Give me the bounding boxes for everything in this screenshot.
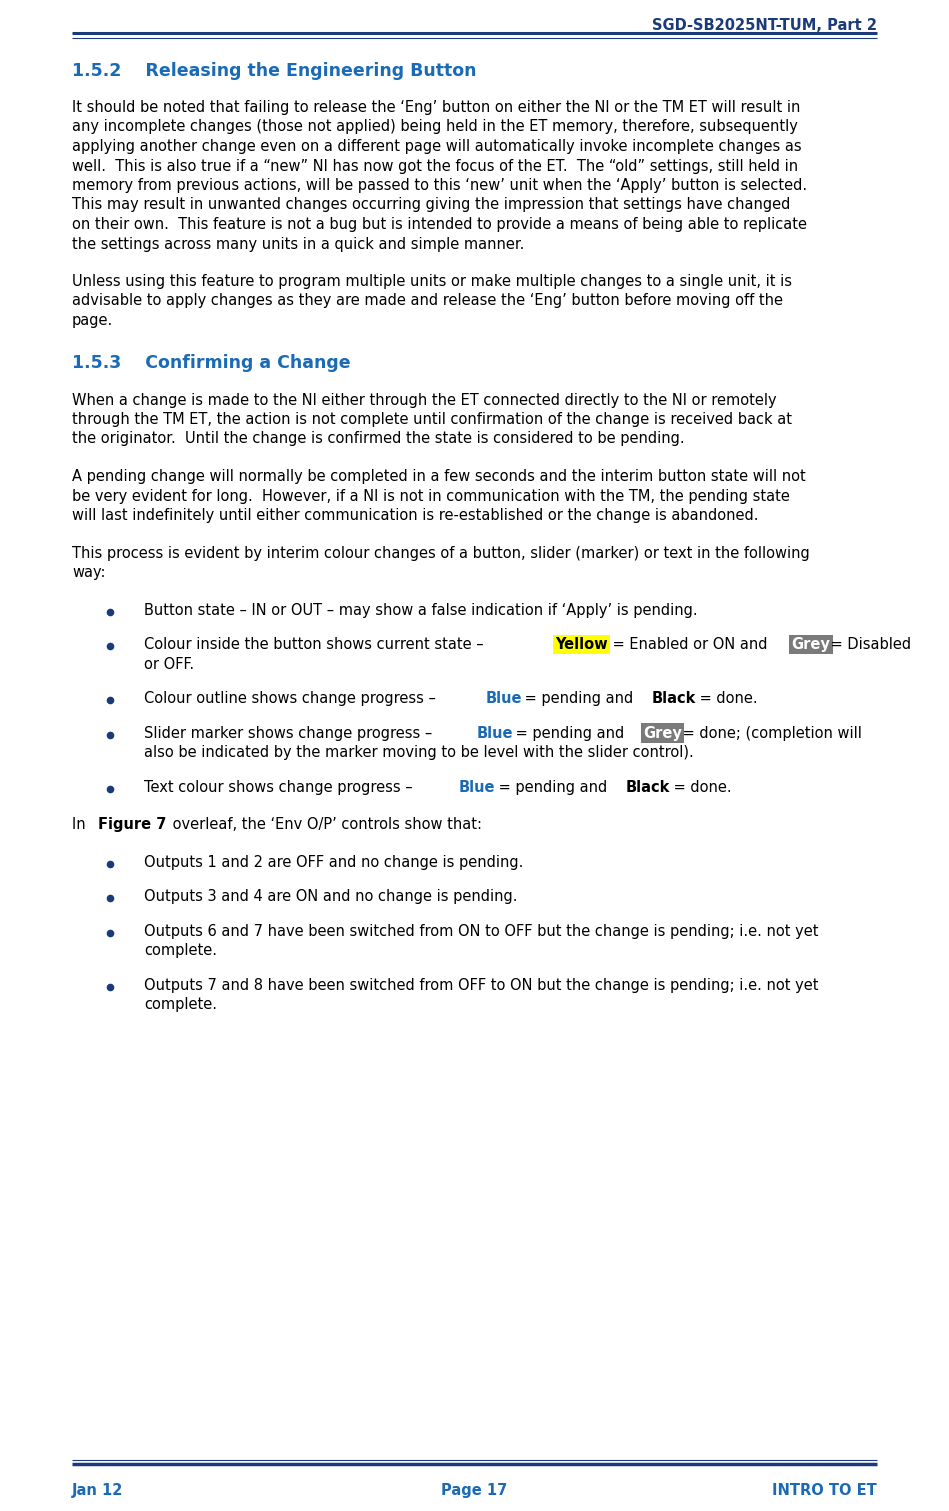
Text: In: In: [72, 817, 90, 833]
Text: This process is evident by interim colour changes of a button, slider (marker) o: This process is evident by interim colou…: [72, 545, 809, 561]
Text: Unless using this feature to program multiple units or make multiple changes to : Unless using this feature to program mul…: [72, 273, 792, 289]
Text: Outputs 3 and 4 are ON and no change is pending.: Outputs 3 and 4 are ON and no change is …: [144, 888, 517, 904]
Text: Slider marker shows change progress –: Slider marker shows change progress –: [144, 725, 437, 740]
Text: applying another change even on a different page will automatically invoke incom: applying another change even on a differ…: [72, 139, 802, 154]
Text: 1.5.3    Confirming a Change: 1.5.3 Confirming a Change: [72, 355, 350, 373]
Text: will last indefinitely until either communication is re-established or the chang: will last indefinitely until either comm…: [72, 508, 758, 523]
Text: through the TM ET, the action is not complete until confirmation of the change i: through the TM ET, the action is not com…: [72, 413, 792, 428]
Text: Blue: Blue: [459, 780, 495, 795]
Text: Figure 7: Figure 7: [99, 817, 167, 833]
Text: complete.: complete.: [144, 997, 217, 1012]
Text: = done.: = done.: [696, 691, 758, 706]
Text: A pending change will normally be completed in a few seconds and the interim but: A pending change will normally be comple…: [72, 468, 806, 484]
Text: Black: Black: [625, 780, 670, 795]
Text: Text colour shows change progress –: Text colour shows change progress –: [144, 780, 418, 795]
Text: Grey: Grey: [791, 638, 830, 653]
Text: Grey: Grey: [642, 725, 681, 740]
Text: also be indicated by the marker moving to be level with the slider control).: also be indicated by the marker moving t…: [144, 745, 694, 760]
Text: complete.: complete.: [144, 943, 217, 958]
Text: Colour inside the button shows current state –: Colour inside the button shows current s…: [144, 638, 488, 653]
Text: Blue: Blue: [476, 725, 513, 740]
Text: SGD-SB2025NT-TUM, Part 2: SGD-SB2025NT-TUM, Part 2: [652, 18, 877, 33]
Text: Colour outline shows change progress –: Colour outline shows change progress –: [144, 691, 440, 706]
Text: Jan 12: Jan 12: [72, 1482, 123, 1497]
Text: on their own.  This feature is not a bug but is intended to provide a means of b: on their own. This feature is not a bug …: [72, 218, 807, 233]
Text: Blue: Blue: [485, 691, 522, 706]
Text: Black: Black: [652, 691, 696, 706]
Text: It should be noted that failing to release the ‘Eng’ button on either the NI or : It should be noted that failing to relea…: [72, 100, 800, 115]
Text: well.  This is also true if a “new” NI has now got the focus of the ET.  The “ol: well. This is also true if a “new” NI ha…: [72, 159, 798, 174]
Text: Outputs 7 and 8 have been switched from OFF to ON but the change is pending; i.e: Outputs 7 and 8 have been switched from …: [144, 978, 818, 993]
Text: the settings across many units in a quick and simple manner.: the settings across many units in a quic…: [72, 237, 525, 251]
Text: or OFF.: or OFF.: [144, 656, 195, 671]
Text: Outputs 1 and 2 are OFF and no change is pending.: Outputs 1 and 2 are OFF and no change is…: [144, 855, 524, 869]
Text: This may result in unwanted changes occurring giving the impression that setting: This may result in unwanted changes occu…: [72, 198, 791, 213]
Text: = pending and: = pending and: [512, 725, 629, 740]
Text: 1.5.2    Releasing the Engineering Button: 1.5.2 Releasing the Engineering Button: [72, 62, 476, 80]
Text: = pending and: = pending and: [520, 691, 638, 706]
Text: INTRO TO ET: INTRO TO ET: [772, 1482, 877, 1497]
Text: any incomplete changes (those not applied) being held in the ET memory, therefor: any incomplete changes (those not applie…: [72, 119, 798, 134]
Text: = pending and: = pending and: [494, 780, 612, 795]
Text: Outputs 6 and 7 have been switched from ON to OFF but the change is pending; i.e: Outputs 6 and 7 have been switched from …: [144, 923, 818, 938]
Text: = Disabled: = Disabled: [827, 638, 912, 653]
Text: advisable to apply changes as they are made and release the ‘Eng’ button before : advisable to apply changes as they are m…: [72, 293, 783, 308]
Text: the originator.  Until the change is confirmed the state is considered to be pen: the originator. Until the change is conf…: [72, 432, 684, 446]
Text: overleaf, the ‘Env O/P’ controls show that:: overleaf, the ‘Env O/P’ controls show th…: [168, 817, 482, 833]
Text: = done; (completion will: = done; (completion will: [678, 725, 862, 740]
Text: be very evident for long.  However, if a NI is not in communication with the TM,: be very evident for long. However, if a …: [72, 488, 790, 503]
Text: = Enabled or ON and: = Enabled or ON and: [607, 638, 772, 653]
Text: way:: way:: [72, 565, 105, 580]
Text: When a change is made to the NI either through the ET connected directly to the : When a change is made to the NI either t…: [72, 393, 776, 408]
Text: Page 17: Page 17: [441, 1482, 508, 1497]
Text: = done.: = done.: [669, 780, 732, 795]
Text: memory from previous actions, will be passed to this ‘new’ unit when the ‘Apply’: memory from previous actions, will be pa…: [72, 178, 808, 193]
Text: Yellow: Yellow: [555, 638, 608, 653]
Text: Button state – IN or OUT – may show a false indication if ‘Apply’ is pending.: Button state – IN or OUT – may show a fa…: [144, 603, 698, 618]
Text: page.: page.: [72, 313, 113, 328]
